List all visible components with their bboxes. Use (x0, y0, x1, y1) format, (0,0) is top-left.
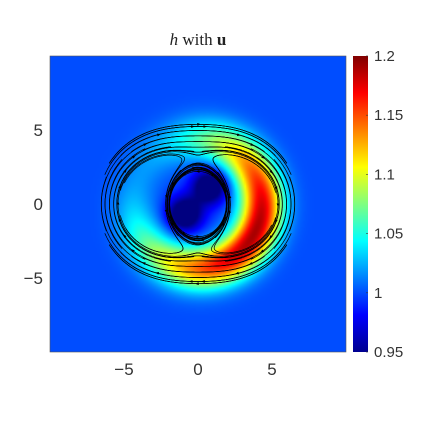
x-tick-label: −5 (114, 360, 133, 379)
streamline-arrow-3 (269, 170, 273, 174)
colorbar-tick-label: 1 (374, 285, 382, 302)
streamline-arrow-35 (182, 172, 186, 176)
chart-title: h with u (169, 30, 227, 49)
streamline-arrow-18 (123, 234, 127, 238)
streamlines (100, 122, 296, 286)
x-axis-ticks: −5 0 5 (114, 360, 276, 379)
streamline-arrow-14 (123, 169, 127, 173)
y-tick-label: 5 (34, 121, 43, 140)
colorbar-tick-label: 0.95 (374, 344, 403, 361)
y-tick-label: −5 (24, 269, 43, 288)
colorbar-tick-label: 1.05 (374, 226, 403, 243)
streamline-arrow-19 (131, 249, 135, 253)
y-tick-label: 0 (34, 195, 43, 214)
streamline-arrow-29 (269, 235, 273, 239)
x-tick-label: 5 (267, 360, 276, 379)
streamline-arrow-13 (131, 155, 136, 159)
colorbar-ticks: 1.2 1.15 1.1 1.05 1 0.95 (366, 48, 403, 361)
heatmap-field (50, 56, 346, 352)
streamline-arrow-4 (261, 155, 265, 159)
x-tick-label: 0 (193, 360, 202, 379)
colorbar-tick-label: 1.15 (374, 107, 403, 124)
colorbar-tick-label: 1.1 (374, 166, 395, 183)
plot-frame (49, 55, 347, 353)
colorbar (353, 56, 368, 352)
streamline-arrow-42 (210, 232, 214, 236)
streamline-arrow-28 (260, 249, 265, 253)
y-axis-ticks: 5 0 −5 (24, 121, 43, 288)
colorbar-tick-label: 1.2 (374, 48, 395, 65)
